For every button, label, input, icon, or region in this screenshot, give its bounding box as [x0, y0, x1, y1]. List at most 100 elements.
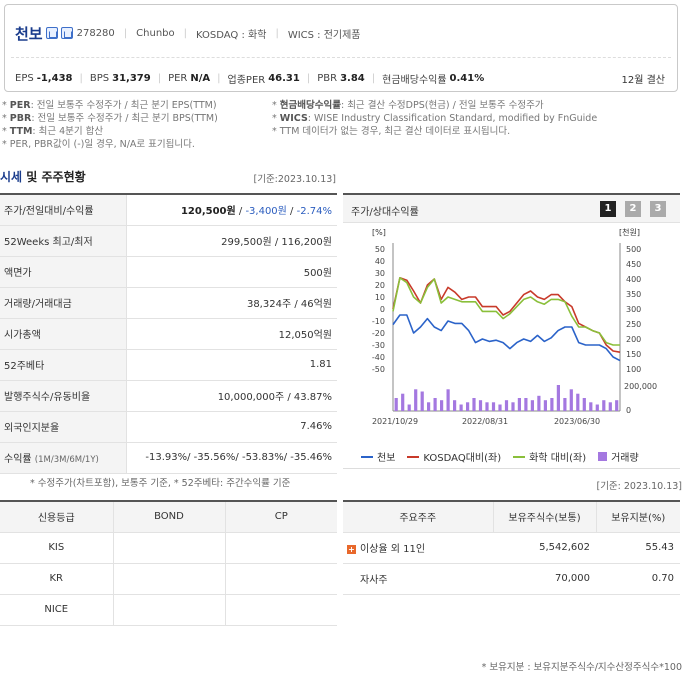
footnote-holding-ratio: * 보유지분 : 보유지분주식수/지수산정주식수*100 — [481, 662, 682, 673]
note-ttm-missing: * TTM 데이터가 없는 경우, 최근 결산 데이터로 표시됩니다. — [272, 126, 511, 137]
footnote-adjusted-price: * 수정주가(차트포함), 보통주 기준, * 52주베타: 주간수익률 기준 — [30, 478, 291, 489]
section-title: 시세 및 주주현황 — [0, 170, 86, 184]
chart-page-1-button[interactable]: 1 — [600, 201, 616, 217]
volume-bar — [453, 400, 457, 411]
volume-bar — [582, 398, 586, 411]
chart-page-3-button[interactable]: 3 — [650, 201, 666, 217]
row-label: 발행주식수/유동비율 — [0, 380, 127, 412]
table-row: 수익률 (1M/3M/6M/1Y) -13.93%/ -35.56%/ -53.… — [0, 442, 337, 474]
chart-page-2-button[interactable]: 2 — [625, 201, 641, 217]
separator: | — [371, 73, 376, 84]
note-ttm: * TTM: 최근 4분기 합산 — [2, 126, 104, 137]
row-value: 38,324주 / 46억원 — [126, 287, 337, 319]
volume-tick-label: 0 — [626, 406, 631, 415]
volume-bar — [433, 398, 437, 411]
row-label: 52주베타 — [0, 349, 127, 381]
building-icon[interactable] — [60, 27, 73, 39]
stock-code: 278280 — [76, 27, 115, 39]
y-left-tick-label: -10 — [372, 317, 385, 326]
volume-bar — [485, 402, 489, 411]
agency-name: NICE — [0, 594, 114, 626]
volume-bar — [595, 404, 599, 411]
column-header: 신용등급 — [0, 501, 114, 533]
volume-bar — [440, 400, 444, 411]
volume-bar — [602, 400, 606, 411]
volume-bar — [491, 402, 496, 411]
y-right-tick-label: 400 — [626, 275, 641, 284]
volume-bar — [517, 398, 521, 411]
chart-header: 주가/상대수익률 1 2 3 — [343, 195, 680, 223]
separator: | — [123, 27, 128, 39]
stock-info-box: 천보 278280 | Chunbo | KOSDAQ : 화학 | WICS … — [4, 4, 678, 92]
table-row: KIS — [0, 532, 337, 564]
current-price: 120,500원 — [180, 206, 236, 218]
price-change-pct: -2.74% — [296, 206, 332, 218]
chart-panel: 주가/상대수익률 1 2 3 [%] [천원] 50 40 30 20 10 0 -10 -20-… — [343, 193, 680, 469]
metric-eps-value: -1,438 — [36, 73, 73, 84]
y-right-tick-label: 300 — [626, 305, 641, 314]
separator: | — [275, 27, 279, 39]
returns-value: -13.93%/ -35.56%/ -53.83%/ -35.46% — [126, 442, 337, 474]
expand-plus-icon[interactable]: + — [347, 544, 356, 554]
volume-bar — [569, 389, 573, 411]
note-wics: * WICS: WISE Industry Classification Sta… — [272, 113, 598, 124]
y-right-tick-label: 150 — [626, 350, 641, 359]
volume-bar — [498, 404, 502, 411]
y-left-tick-label: -40 — [372, 353, 385, 362]
return-chart: [%] [천원]50403020100-10-20-30-40-505004504… — [372, 227, 657, 426]
series-line-0 — [392, 314, 621, 362]
column-header: BOND — [113, 501, 226, 533]
volume-bar — [543, 400, 547, 411]
column-header: 주요주주 — [343, 501, 494, 533]
volume-bar — [589, 402, 593, 411]
holder-name: + 이상율 외 11인 — [343, 532, 493, 564]
volume-bar — [576, 393, 580, 411]
legend-item[interactable]: 거래량 — [598, 449, 639, 464]
metric-eps-label: EPS — [15, 73, 34, 84]
volume-bar — [427, 402, 431, 411]
metric-industry-per-label: 업종PER — [227, 75, 266, 86]
chart-legend: 천보 KOSDAQ대비(좌) 화학 대비(좌) 거래량 — [361, 449, 651, 464]
y-right-tick-label: 200 — [626, 335, 641, 344]
metric-dividend-label: 현금배당수익률 — [382, 75, 447, 86]
y-left-tick-label: 20 — [375, 281, 385, 290]
volume-bar — [401, 393, 405, 411]
x-tick-label: 2023/06/30 — [554, 417, 600, 426]
separator: | — [217, 73, 221, 84]
note-per: * PER: 전일 보통주 수정주가 / 최근 분기 EPS(TTM) — [2, 100, 217, 111]
y-right-tick-label: 250 — [626, 320, 641, 329]
company-icon[interactable] — [45, 27, 58, 39]
holder-pct: 55.43 — [596, 532, 680, 564]
table-row: 주가/전일대비/수익률 120,500원 / -3,400원 / -2.74% — [0, 194, 337, 226]
agency-name: KR — [0, 563, 114, 595]
y-right-tick-label: 450 — [626, 260, 641, 269]
column-header: CP — [225, 501, 337, 533]
legend-item[interactable]: 천보 — [361, 449, 395, 464]
y-left-tick-label: -30 — [372, 341, 385, 350]
volume-bar — [420, 391, 424, 411]
stock-name[interactable]: 천보 — [15, 24, 43, 43]
volume-bar — [407, 404, 411, 411]
holder-name: 자사주 — [343, 563, 493, 595]
y-left-tick-label: 40 — [375, 257, 385, 266]
volume-bar — [550, 398, 554, 411]
shareholders-table: 주요주주 보유주식수(보통) 보유지분(%) + 이상율 외 11인 5,542,… — [343, 500, 680, 595]
volume-bar — [466, 402, 470, 411]
volume-bar — [504, 400, 509, 411]
metric-industry-per-value: 46.31 — [268, 73, 300, 84]
holder-shares: 70,000 — [493, 563, 596, 595]
note-negative: * PER, PBR값이 (-)일 경우, N/A로 표기됩니다. — [2, 139, 195, 150]
row-value: 299,500원 / 116,200원 — [126, 225, 337, 257]
base-date: [기준:2023.10.13] — [253, 174, 337, 185]
y-left-tick-label: 30 — [375, 269, 385, 278]
legend-item[interactable]: 화학 대비(좌) — [513, 449, 586, 464]
y-left-unit: [%] — [372, 228, 386, 237]
row-label: 거래량/거래대금 — [0, 287, 127, 319]
table-row: 외국인지분율 7.46% — [0, 411, 337, 443]
row-value: 7.46% — [126, 411, 337, 443]
volume-bar — [446, 389, 450, 411]
quote-table: 주가/전일대비/수익률 120,500원 / -3,400원 / -2.74% … — [0, 193, 337, 474]
volume-bar — [530, 400, 534, 411]
table-row: 액면가 500원 — [0, 256, 337, 288]
legend-item[interactable]: KOSDAQ대비(좌) — [407, 449, 501, 464]
